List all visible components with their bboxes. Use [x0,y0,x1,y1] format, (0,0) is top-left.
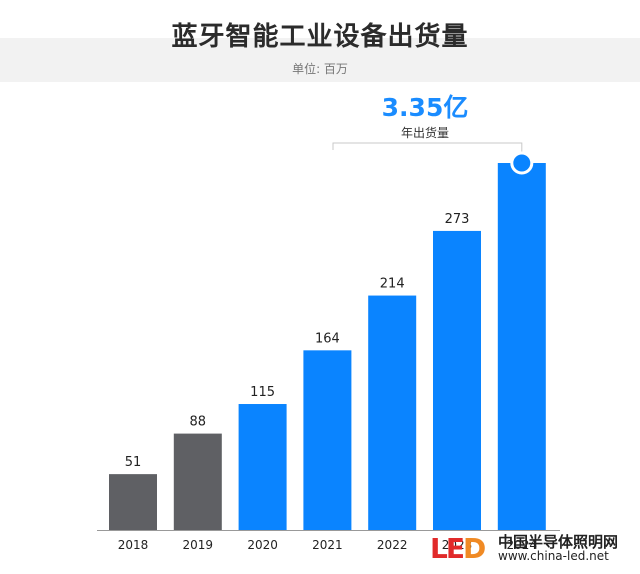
bar-2024 [497,163,546,530]
watermark-logo: LED [430,532,486,565]
callout-bracket [332,142,523,153]
tick-label-2018: 2018 [118,538,149,552]
tick-label-2019: 2019 [183,538,214,552]
data-label-2019: 88 [190,415,207,430]
bar-2022 [368,295,417,530]
bar-2018 [109,474,157,530]
tick-label-2020: 2020 [247,538,278,552]
data-label-2018: 51 [125,455,142,470]
data-label-2021: 164 [315,331,340,346]
bar-2019 [173,433,222,530]
watermark-url: www.china-led.net [498,549,609,563]
chart-unit: 单位: 百万 [292,62,348,76]
bar-2020 [238,404,287,530]
data-label-2023: 273 [445,212,470,227]
tick-label-2023: 2023 [442,538,473,552]
callout-label: 年出货量 [400,126,449,140]
chart-title: 蓝牙智能工业设备出货量 [171,22,469,52]
callout-marker [510,151,534,175]
watermark: LED 中国半导体照明网 www.china-led.net [430,530,635,566]
title-band [0,38,640,82]
data-label-2022: 214 [380,277,405,292]
tick-label-2021: 2021 [312,538,343,552]
data-label-2020: 115 [250,385,275,400]
callout-value: 3.35亿 [381,93,469,122]
watermark-name: 中国半导体照明网 [498,533,619,551]
bar-2021 [303,350,352,530]
bar-2023 [433,230,481,530]
tick-label-2024: 2024 [507,538,538,552]
tick-label-2022: 2022 [377,538,408,552]
